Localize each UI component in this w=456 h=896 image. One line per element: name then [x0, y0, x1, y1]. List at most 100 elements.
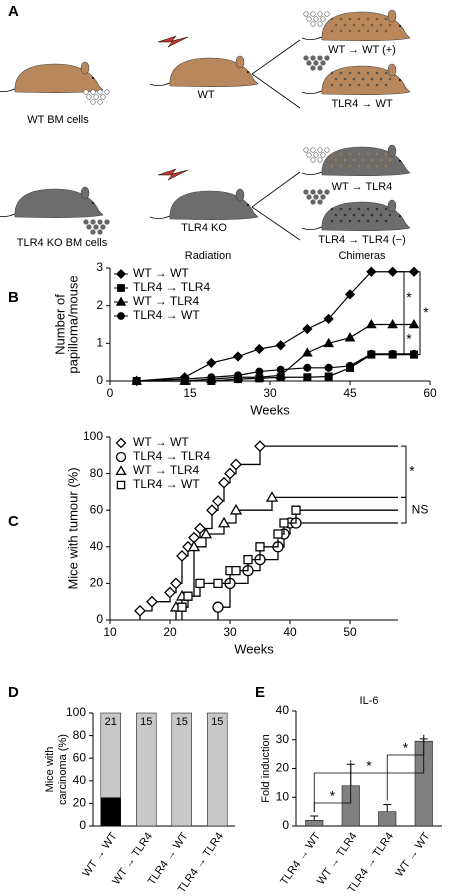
cell	[317, 157, 323, 163]
legend-label: WT → WT	[133, 266, 189, 280]
chimera-dot	[330, 83, 334, 87]
chimera-dot	[384, 152, 388, 156]
y-tick-label: 60	[90, 502, 104, 516]
n-label: 15	[140, 716, 152, 728]
marker	[254, 371, 265, 382]
diagram-lines	[251, 39, 301, 241]
mouse-tail	[149, 214, 173, 219]
x-tick-label: 45	[343, 386, 357, 400]
chimera-dot	[361, 77, 365, 81]
chimera-dot	[379, 158, 383, 162]
mouse-ear	[387, 9, 397, 23]
marker	[276, 365, 285, 374]
y-axis-label: Mice with	[44, 747, 56, 793]
marker	[195, 578, 205, 589]
legend-label: TLR4 → WT	[133, 308, 200, 322]
mouse-body	[169, 57, 259, 87]
x-tick-label: WT → WT	[393, 830, 432, 879]
chimera-dot	[348, 83, 352, 87]
marker	[345, 361, 355, 370]
cell	[324, 147, 330, 153]
chimera-dot	[366, 207, 370, 211]
cell	[303, 147, 309, 153]
cell	[83, 219, 89, 225]
panel-label: E	[255, 684, 265, 701]
bar	[378, 811, 397, 827]
diagram-label: WT	[197, 89, 214, 101]
cell	[310, 65, 316, 71]
cell	[310, 55, 316, 61]
y-tick-label: 100	[66, 705, 86, 719]
y-tick-label: 40	[276, 703, 290, 717]
legend-marker	[115, 465, 127, 476]
marker	[146, 595, 158, 608]
marker	[275, 340, 286, 351]
legend-label: TLR4 → WT	[133, 477, 200, 491]
cell	[317, 21, 323, 27]
chimera-dot	[352, 77, 356, 81]
x-tick-label: WT → WT	[80, 830, 119, 879]
bracket	[401, 445, 407, 498]
y-tick-label: 20	[276, 761, 290, 775]
x-tick-label: 60	[423, 386, 437, 400]
marker	[279, 518, 289, 528]
cell	[97, 229, 103, 235]
annotation: *	[409, 462, 415, 478]
chimera-dot	[379, 23, 383, 27]
marker	[408, 318, 420, 329]
chimera-dot	[339, 164, 343, 168]
chimera-dot	[375, 83, 379, 87]
marker	[303, 363, 312, 372]
annotation: *	[406, 289, 412, 305]
n-label: 15	[176, 716, 188, 728]
marker	[387, 266, 398, 277]
marker	[324, 372, 333, 381]
legend-marker	[116, 480, 126, 490]
mouse	[301, 199, 411, 231]
marker	[199, 527, 213, 539]
annotation: *	[406, 330, 412, 346]
mouse-ear	[387, 63, 397, 77]
legend-label: WT → TLR4	[133, 463, 200, 477]
y-tick-label: 100	[83, 429, 103, 443]
annotation: NS	[412, 502, 429, 516]
diagram-label: TLR4 KO	[181, 222, 227, 234]
chimera-dot	[330, 17, 334, 21]
marker	[233, 371, 243, 380]
cell	[313, 16, 319, 22]
chimera-dot	[343, 158, 347, 162]
chimera-dot	[334, 23, 338, 27]
diagram-label: TLR4 → TLR4 (−)	[318, 234, 406, 246]
diagram-label: WT → WT (+)	[328, 44, 396, 56]
mouse-eye	[247, 204, 249, 206]
chimera-dot	[357, 29, 361, 33]
chimera-dot	[330, 71, 334, 75]
marker	[207, 373, 216, 382]
chimera-dot	[366, 17, 370, 21]
marker	[177, 602, 187, 612]
marker	[265, 491, 279, 502]
y-tick-label: 80	[73, 728, 87, 742]
error-bar	[310, 815, 319, 821]
marker	[323, 313, 334, 324]
cell	[320, 194, 326, 200]
marker	[206, 504, 218, 517]
chimera-dot	[330, 29, 334, 33]
marker	[243, 554, 253, 565]
chimera-dot	[357, 71, 361, 75]
chimera-dot	[366, 71, 370, 75]
legend-marker	[117, 312, 125, 320]
marker	[232, 351, 244, 362]
mouse-tail	[301, 89, 325, 94]
y-tick-label: 60	[73, 750, 87, 764]
cell	[100, 94, 106, 100]
mouse-body	[14, 188, 104, 218]
marker	[229, 503, 243, 515]
chimera-dot	[375, 71, 379, 75]
chimera-dot	[379, 77, 383, 81]
chimera-dot	[388, 77, 392, 81]
marker	[218, 476, 230, 489]
chimera-dot	[384, 83, 388, 87]
y-axis-label: carcinoma (%)	[57, 734, 69, 805]
marker	[366, 266, 377, 277]
